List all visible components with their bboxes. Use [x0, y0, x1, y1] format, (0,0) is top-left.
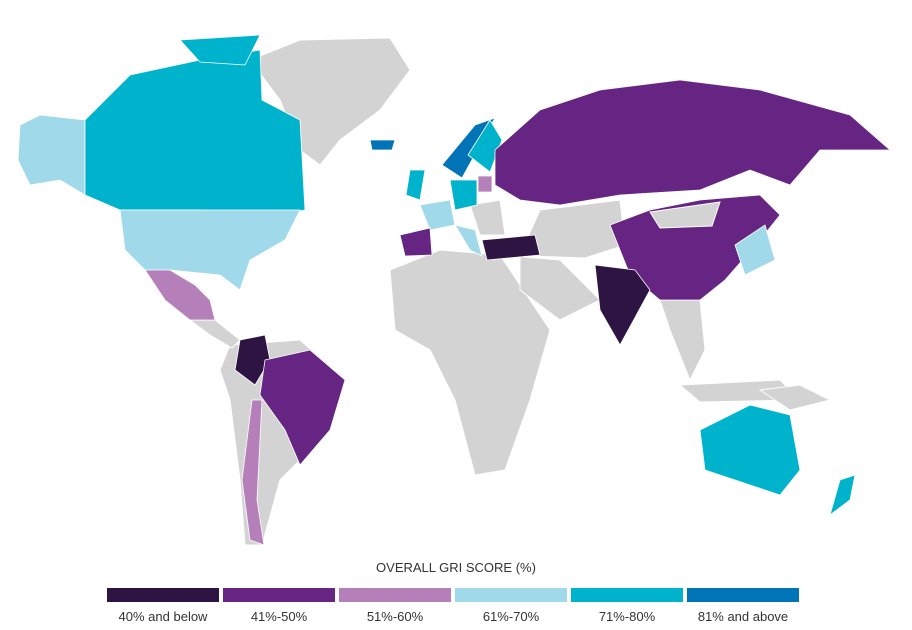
country — [17, 114, 86, 196]
country — [405, 169, 426, 201]
legend-label: 71%-80% — [599, 609, 656, 624]
legend-swatch — [455, 588, 567, 602]
country — [369, 139, 396, 151]
country — [259, 349, 346, 466]
country — [241, 399, 265, 546]
country — [477, 175, 493, 193]
legend-label: 51%-60% — [367, 609, 424, 624]
legend-swatch — [339, 588, 451, 602]
legend-label: 61%-70% — [483, 609, 540, 624]
legend-label: 81% and above — [698, 609, 788, 624]
legend-swatch — [571, 588, 683, 602]
country — [449, 179, 478, 211]
country — [594, 264, 651, 346]
map — [17, 34, 892, 546]
landmass — [188, 319, 241, 349]
country — [399, 227, 433, 257]
landmass — [758, 384, 832, 411]
country — [84, 49, 306, 223]
landmass — [649, 201, 721, 229]
country — [234, 334, 271, 386]
legend-swatch — [687, 588, 799, 602]
landmass — [659, 299, 706, 382]
country — [144, 269, 216, 321]
legend-title: OVERALL GRI SCORE (%) — [376, 560, 536, 575]
country — [419, 199, 456, 231]
legend-swatch — [107, 588, 219, 602]
legend: 40% and below 41%-50% 51%-60% 61%-70% 71%-80… — [107, 588, 799, 624]
landmass — [469, 199, 506, 236]
country — [179, 34, 261, 66]
country — [734, 224, 776, 276]
country — [494, 79, 892, 206]
country — [467, 119, 503, 173]
country — [699, 404, 801, 496]
country — [454, 224, 483, 257]
legend-label: 41%-50% — [251, 609, 308, 624]
country — [829, 474, 856, 517]
country — [481, 234, 541, 261]
legend-label: 40% and below — [119, 609, 209, 624]
legend-swatch — [223, 588, 335, 602]
country — [119, 209, 301, 291]
